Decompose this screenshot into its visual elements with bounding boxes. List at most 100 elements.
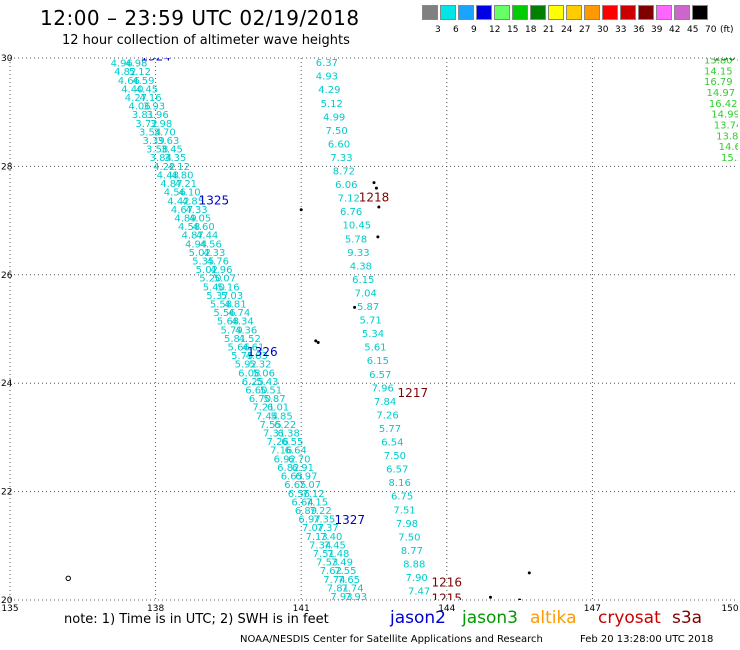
swh-value: 5.02 [189,248,211,259]
swh-value: 14.15 [704,66,733,77]
swh-value: 6.15 [352,275,374,286]
swh-value: 3.96 [146,110,168,121]
swh-value: 7.53 [316,558,338,569]
swh-value: 4.45 [136,84,158,95]
swh-value: 7.74 [323,575,345,586]
swh-value: 7.98 [396,519,418,530]
swh-value: 5.77 [379,424,401,435]
legend-swatch [440,5,456,20]
swh-value: 7.51 [393,505,415,516]
island-point [376,235,380,239]
swh-value: 4.60 [193,222,215,233]
swh-value: 4.87 [160,179,182,190]
legend-label: 70 [705,25,717,35]
swh-value: 4.22 [153,162,175,173]
swh-value: 5.68 [217,317,239,328]
swh-value: 4.85 [182,196,204,207]
swh-value: 8.16 [389,478,411,489]
swh-value: 4.38 [350,261,372,272]
swh-value: 7.96 [372,383,394,394]
swh-value: 8.77 [401,546,423,557]
legend-label: 18 [525,25,537,35]
island-point [372,181,376,185]
swh-value: 3.70 [154,127,176,138]
legend-label: 27 [579,25,591,35]
swh-value: 4.67 [171,205,193,216]
swh-value: 5.54 [107,50,129,61]
swh-value: 3.72 [135,119,157,130]
swh-value: 3.63 [157,136,179,147]
lon-tick-label: 150 [721,604,738,614]
swh-value: 7.21 [252,403,274,414]
swh-value: 7.55 [334,566,356,577]
swh-value: 7.07 [302,523,324,534]
swh-value: 3.81 [132,110,154,121]
swh-value: 7.04 [355,288,377,299]
pass-time-label: 1216 [432,575,463,589]
swh-value: 5.20 [199,274,221,285]
swh-value: 4.74 [228,308,250,319]
swh-value: 5.06 [253,368,275,379]
satellite-s3a: s3a [672,608,703,628]
legend-label: 12 [489,25,501,35]
legend-label: 36 [633,25,645,35]
legend-label: 21 [543,25,555,35]
swh-value: 5.92 [235,360,257,371]
swh-value: 7.45 [324,540,346,551]
swh-value: 6.57 [386,465,408,476]
swh-value: 7.26 [267,437,289,448]
island-point [374,186,378,190]
swh-value: 3.45 [161,145,183,156]
legend-label: 33 [615,25,627,35]
swh-value: 5.17 [122,50,144,61]
island-point [316,341,320,345]
pass-time-label: 1324 [140,50,171,64]
swh-value: 7.90 [406,573,428,584]
pass-time-label: 1325 [199,193,230,207]
legend-swatch [458,5,474,20]
swh-value: 6.08 [238,368,260,379]
lon-tick-label: 144 [438,604,455,614]
swh-value: 8.72 [333,167,355,178]
note-text: note: 1) Time is in UTC; 2) SWH is in fe… [64,612,329,627]
swh-value: 6.54 [381,438,403,449]
footer-credit: NOAA/NESDIS Center for Satellite Applica… [240,634,543,645]
legend-unit-label: (ft) [720,25,734,35]
swh-value: 7.22 [309,506,331,517]
swh-value: 5.87 [357,302,379,313]
swh-value: 5.71 [359,316,381,327]
swh-value: 15.29 [721,153,740,164]
swh-value: 3.39 [143,136,165,147]
swh-value: 14.64 [719,142,740,153]
swh-value: 5.78 [345,234,367,245]
swh-value: 4.06 [128,102,150,113]
swh-value: 4.99 [323,112,345,123]
swh-value: 5.03 [221,291,243,302]
swh-value: 7.50 [398,532,420,543]
lon-tick-label: 147 [584,604,601,614]
swh-value: 4.10 [178,188,200,199]
swh-value: 7.50 [325,126,347,137]
swh-value: 5.12 [129,67,151,78]
swh-value: 5.79 [220,325,242,336]
swh-value: 6.70 [249,394,271,405]
swh-value: 7.93 [330,592,352,603]
lat-tick-label: 30 [1,54,13,64]
lat-tick-label: 20 [1,596,13,606]
swh-value: 6.25 [242,377,264,388]
swh-value: 7.44 [256,411,278,422]
lat-tick-label: 22 [1,488,12,498]
swh-value: 4.59 [132,76,154,87]
swh-value: 3.35 [164,153,186,164]
legend-label: 42 [669,25,681,35]
satellite-altika: altika [530,608,577,628]
satellite-jason2: jason2 [390,608,446,628]
swh-value: 6.38 [278,429,300,440]
swh-value: 5.12 [321,99,343,110]
swh-value: 3.84 [150,153,172,164]
swh-value: 6.60 [245,386,267,397]
swh-value: 4.42 [167,196,189,207]
swh-value: 7.93 [345,592,367,603]
pass-time-label: 1301 [713,50,740,64]
swh-value: 4.16 [139,93,161,104]
